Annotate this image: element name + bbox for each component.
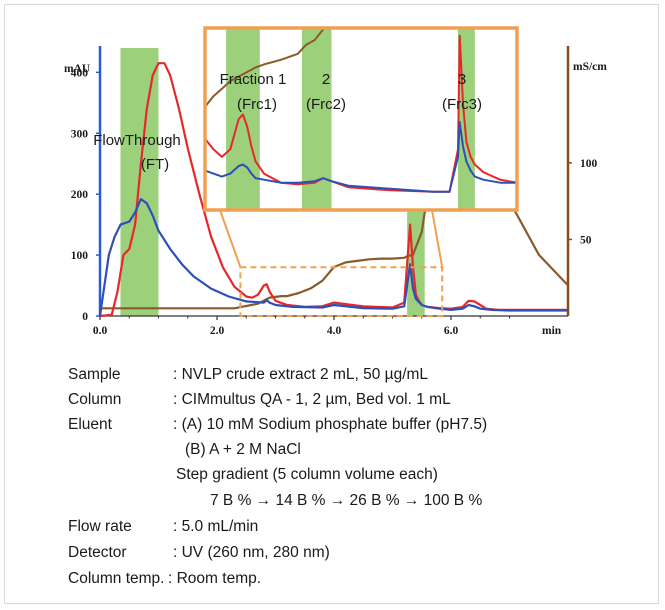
detector-label: Detector bbox=[68, 544, 127, 561]
annotation-ft-line-1: (FT) bbox=[141, 156, 169, 173]
main-axes: mAU mS/cm min 0 100 200 300 400 50 100 0.0 2.0 4.0 6.… bbox=[64, 46, 607, 337]
series-uv280 bbox=[98, 198, 568, 317]
left-tick-label-3: 300 bbox=[71, 128, 89, 140]
column-temp-value: : Room temp. bbox=[168, 570, 262, 587]
eluent-value-b: (B) A + 2 M NaCl bbox=[185, 441, 301, 458]
right-tick-label-0: 50 bbox=[580, 234, 592, 246]
zoom-connector-lines bbox=[219, 209, 444, 268]
zoom-region-box bbox=[239, 266, 444, 318]
flow-rate-value: : 5.0 mL/min bbox=[173, 518, 259, 535]
connector-right bbox=[431, 209, 444, 268]
x-tick-label-0: 0.0 bbox=[93, 325, 108, 337]
left-tick-label-1: 100 bbox=[71, 250, 89, 262]
chromatogram-chart: mAU mS/cm min 0 100 200 300 400 50 100 0.0 2.0 4.0 6.… bbox=[64, 26, 607, 337]
sample-label: Sample bbox=[68, 366, 121, 383]
detector-value: : UV (260 nm, 280 nm) bbox=[173, 544, 330, 561]
annotation-frc3-line-0: 3 bbox=[458, 71, 466, 88]
column-temp-label: Column temp. bbox=[68, 570, 165, 587]
inset-fraction-band-0 bbox=[226, 28, 260, 210]
left-tick-label-4: 400 bbox=[71, 67, 89, 79]
annotation-frc1-line-1: (Frc1) bbox=[237, 96, 277, 113]
connector-left bbox=[219, 209, 242, 268]
x-tick-label-1: 2.0 bbox=[210, 325, 225, 337]
flow-rate-label: Flow rate bbox=[68, 518, 132, 535]
left-tick-label-0: 0 bbox=[82, 311, 88, 323]
column-value: : CIMmultus QA - 1, 2 µm, Bed vol. 1 mL bbox=[173, 391, 451, 408]
annotation-frc2-line-0: 2 bbox=[322, 71, 330, 88]
gradient-title: Step gradient (5 column volume each) bbox=[176, 466, 438, 483]
left-axis-label: mAU bbox=[64, 63, 91, 75]
right-tick-label-1: 100 bbox=[580, 158, 598, 170]
x-tick-label-3: 6.0 bbox=[444, 325, 459, 337]
annotation-frc1-line-0: Fraction 1 bbox=[220, 71, 287, 88]
inset-border bbox=[203, 26, 519, 212]
left-tick-label-2: 200 bbox=[71, 189, 89, 201]
peak-annotations: FlowThrough (FT) Fraction 1 (Frc1) 2 (Frc2) 3 (… bbox=[93, 71, 482, 173]
right-axis-label: mS/cm bbox=[573, 61, 607, 73]
eluent-value-a: : (A) 10 mM Sodium phosphate buffer (pH7… bbox=[173, 416, 488, 433]
inset-chart bbox=[203, 26, 519, 212]
annotation-frc3-line-1: (Frc3) bbox=[442, 96, 482, 113]
series-uv260 bbox=[99, 62, 568, 318]
x-axis-unit: min bbox=[542, 325, 562, 337]
sample-value: : NVLP crude extract 2 mL, 50 µg/mL bbox=[173, 366, 429, 383]
inset-series-uv280 bbox=[205, 121, 517, 193]
eluent-label: Eluent bbox=[68, 416, 112, 433]
gradient-steps: 7 B % → 14 B % → 26 B % → 100 B % bbox=[210, 492, 483, 509]
x-tick-label-2: 4.0 bbox=[327, 325, 342, 337]
annotation-ft-line-0: FlowThrough bbox=[93, 132, 181, 149]
column-label: Column bbox=[68, 391, 122, 408]
annotation-frc2-line-1: (Frc2) bbox=[306, 96, 346, 113]
